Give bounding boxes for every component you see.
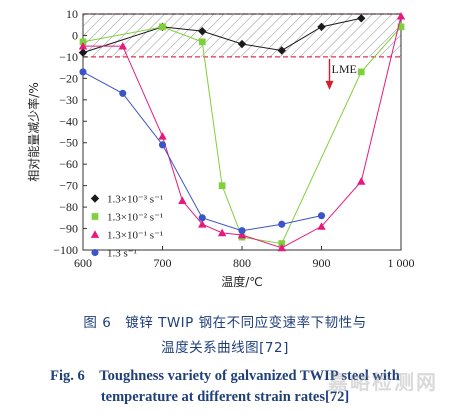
data-point — [158, 141, 167, 149]
data-point — [79, 38, 87, 46]
data-point — [158, 132, 167, 140]
y-tick-label: 10 — [66, 7, 78, 21]
x-tick-label: 1 000 — [388, 256, 415, 270]
y-tick-label: −30 — [59, 93, 78, 107]
data-point — [237, 39, 247, 49]
legend-marker-3 — [90, 230, 100, 238]
x-tick-label: 800 — [233, 256, 251, 270]
data-point — [357, 68, 365, 76]
legend-marker-2 — [91, 213, 99, 220]
y-tick-label: −40 — [59, 114, 78, 128]
data-point — [357, 177, 366, 185]
caption-cn-line1: 图 6 镀锌 TWIP 钢在不同应变速率下韧性与 — [83, 315, 367, 331]
legend-marker-1 — [90, 194, 100, 203]
data-point — [118, 41, 127, 50]
x-axis-title: 温度/℃ — [221, 274, 263, 289]
data-point — [198, 214, 206, 222]
data-point — [238, 227, 246, 235]
data-point — [317, 222, 326, 230]
y-tick-label: −10 — [59, 50, 78, 64]
x-tick-label: 700 — [154, 256, 172, 270]
y-tick-label: 0 — [72, 28, 78, 42]
data-point — [278, 240, 286, 247]
caption-cn-line2: 温度关系曲线图[72] — [161, 340, 289, 356]
data-point — [357, 14, 366, 23]
data-point — [317, 22, 326, 32]
series-3 — [78, 11, 406, 252]
x-tick-label: 600 — [74, 256, 92, 270]
data-point — [79, 68, 87, 76]
lme-arrow-head — [325, 80, 334, 90]
series-line — [82, 26, 402, 245]
data-point — [198, 38, 206, 46]
y-tick-label: −60 — [59, 157, 78, 171]
x-tick-label: 900 — [313, 256, 331, 270]
y-tick-label: −50 — [59, 136, 78, 150]
y-axis-title: 相对能量减少率/% — [26, 82, 41, 181]
data-point — [237, 230, 247, 239]
data-point — [277, 46, 286, 55]
data-point — [78, 41, 88, 50]
data-point — [397, 23, 405, 31]
data-point — [198, 26, 207, 36]
caption-en-line1: Fig. 6 Toughness variety of galvanized T… — [50, 368, 400, 384]
y-tick-label: −100 — [53, 243, 78, 257]
legend-label-3: 1.3×10⁻¹ s⁻¹ — [107, 230, 163, 242]
legend-label-1: 1.3×10⁻³ s⁻¹ — [107, 194, 163, 206]
series-line — [82, 71, 322, 232]
legend-label-4: 1.3 s⁻¹ — [107, 248, 137, 260]
data-point — [396, 11, 406, 20]
caption-en-line2: temperature at different strain rates[72… — [100, 389, 350, 405]
series-layer — [78, 11, 406, 252]
data-point — [159, 23, 166, 31]
data-point — [198, 220, 207, 228]
legend: 1.3×10⁻³ s⁻¹ 1.3×10⁻² s⁻¹ 1.3×10⁻¹ s⁻¹ 1.3 … — [90, 194, 163, 260]
data-point — [277, 243, 286, 252]
data-point — [317, 212, 326, 220]
data-point — [178, 196, 187, 205]
data-point — [119, 89, 127, 97]
lme-band-layer: LME — [83, 13, 401, 90]
legend-label-2: 1.3×10⁻² s⁻¹ — [107, 212, 163, 224]
y-tick-label: −70 — [59, 179, 78, 193]
data-point — [78, 48, 88, 57]
y-tick-label: −80 — [59, 200, 78, 214]
toughness-chart: LME 10 0 −10 −20 −30 −40 −50 −60 −70 −80 −90 −10060… — [26, 7, 415, 289]
legend-marker-4 — [91, 248, 99, 257]
data-point — [278, 220, 286, 228]
series-4 — [79, 68, 326, 235]
data-point — [217, 228, 227, 237]
lme-label: LME — [332, 62, 357, 76]
y-tick-label: −20 — [59, 71, 78, 85]
data-point — [218, 182, 226, 189]
watermark: 嘉峪检测网 — [328, 370, 438, 394]
y-tick-label: −90 — [59, 222, 78, 236]
